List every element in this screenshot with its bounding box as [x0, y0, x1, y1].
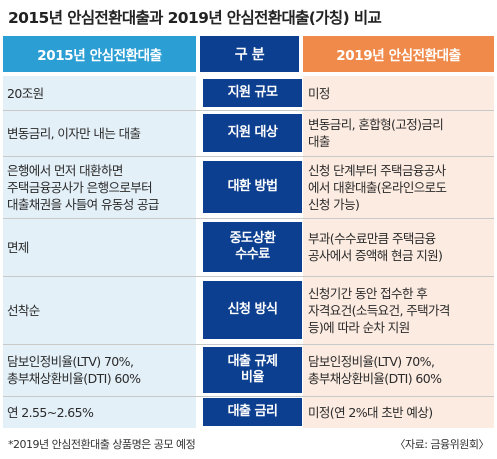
header-2019: 2019년 안심전환대출 [303, 36, 494, 72]
table-row: 변동금리, 이자만 내는 대출 지원 대상 변동금리, 혼합형(고정)금리 대출 [3, 110, 494, 157]
cell-2019: 담보인정비율(LTV) 70%, 총부채상환비율(DTI) 60% [308, 354, 442, 386]
header-2015: 2015년 안심전환대출 [3, 36, 196, 72]
table-row: 연 2.55~2.65% 대출 금리 미정(연 2%대 초반 예상) [3, 396, 494, 428]
table-row: 선착순 신청 방식 신청기간 동안 접수한 후 자격요건(소득요건, 주택가격 … [3, 276, 494, 345]
header-category: 구 분 [200, 36, 299, 72]
cell-2015: 20조원 [7, 85, 44, 101]
cell-2015: 면제 [7, 239, 29, 255]
table-row: 담보인정비율(LTV) 70%, 총부채상환비율(DTI) 60% 대출 규제 … [3, 344, 494, 397]
cell-2019: 신청기간 동안 접수한 후 자격요건(소득요건, 주택가격 등)에 따라 순차 … [308, 285, 450, 335]
table-row: 20조원 지원 규모 미정 [3, 76, 494, 111]
table-row: 은행에서 먼저 대환하면 주택금융공사가 은행으로부터 대출채권을 사들여 유동… [3, 156, 494, 219]
cell-2015: 선착순 [7, 302, 40, 318]
category-label: 지원 대상 [203, 114, 302, 152]
category-label: 대출 규제 비율 [203, 347, 302, 393]
cell-2019: 변동금리, 혼합형(고정)금리 대출 [308, 117, 444, 149]
cell-2015: 은행에서 먼저 대환하면 주택금융공사가 은행으로부터 대출채권을 사들여 유동… [7, 162, 159, 212]
category-label: 지원 규모 [203, 79, 302, 107]
source-credit: 〈자료: 금융위원회〉 [394, 438, 489, 451]
category-label: 중도상환 수수료 [203, 222, 302, 272]
category-cell: 중도상환 수수료 [203, 218, 302, 276]
table-row: 면제 중도상환 수수료 부과(수수료만큼 주택금융 공사에서 증액해 현금 지원… [3, 218, 494, 277]
cell-2019: 부과(수수료만큼 주택금융 공사에서 증액해 현금 지원) [308, 231, 443, 263]
cell-2015: 연 2.55~2.65% [7, 404, 94, 420]
footnote: *2019년 안심전환대출 상품명은 공모 예정 [8, 438, 196, 451]
category-cell: 지원 규모 [203, 76, 302, 110]
cell-2019: 미정(연 2%대 초반 예상) [308, 404, 433, 420]
category-cell: 대출 금리 [203, 396, 302, 428]
cell-2015: 담보인정비율(LTV) 70%, 총부채상환비율(DTI) 60% [7, 354, 141, 386]
category-cell: 신청 방식 [203, 276, 302, 344]
cell-2019: 미정 [308, 85, 330, 101]
column-2015-background [3, 76, 196, 428]
category-label: 대출 금리 [203, 398, 302, 426]
category-cell: 대출 규제 비율 [203, 344, 302, 396]
cell-2015: 변동금리, 이자만 내는 대출 [7, 125, 141, 141]
category-label: 신청 방식 [203, 281, 302, 339]
category-label: 대환 방법 [203, 161, 302, 213]
category-cell: 대환 방법 [203, 156, 302, 218]
category-cell: 지원 대상 [203, 110, 302, 156]
cell-2019: 신청 단계부터 주택금융공사 에서 대환대출(온라인으로도 신청 가능) [308, 162, 447, 212]
column-2019-background [303, 76, 494, 428]
page-title: 2015년 안심전환대출과 2019년 안심전환대출(가칭) 비교 [8, 9, 382, 27]
